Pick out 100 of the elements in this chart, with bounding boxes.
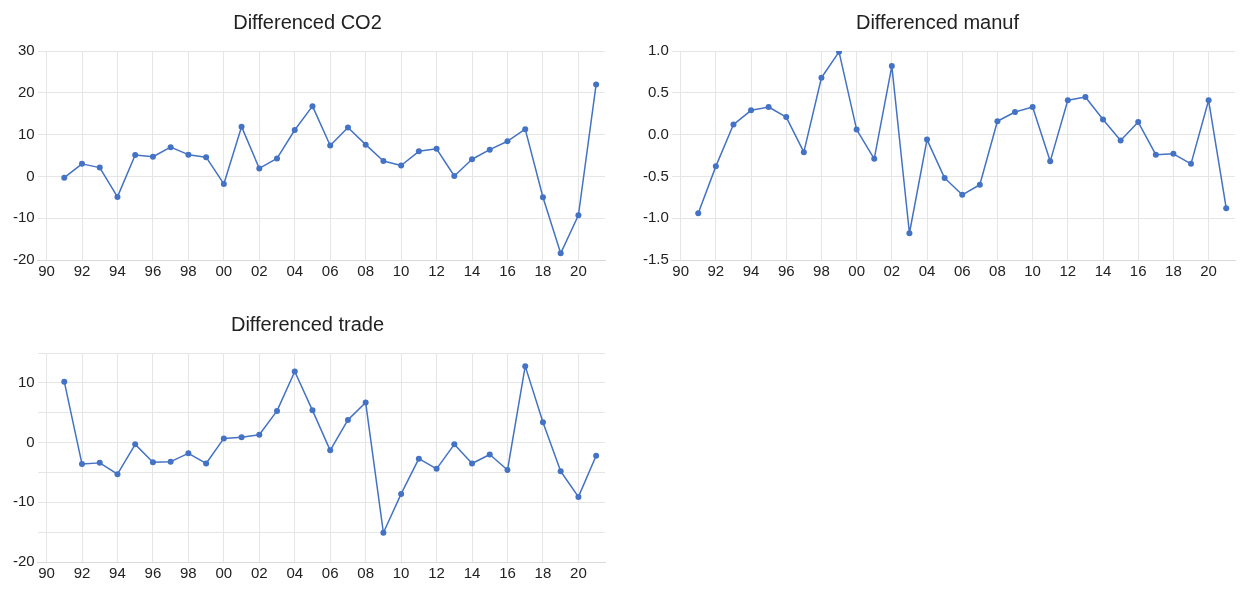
point: [1152, 151, 1159, 158]
x-tick-label: 18: [534, 262, 552, 280]
x-tick-label: 00: [848, 262, 865, 280]
y-tick-label: 30: [17, 41, 35, 59]
point: [415, 148, 422, 155]
point: [327, 142, 334, 149]
y-tick-label: -20: [12, 552, 35, 570]
point: [114, 471, 121, 478]
x-tick-label: 94: [742, 262, 760, 280]
x-tick-label: 06: [321, 262, 339, 280]
point: [344, 416, 351, 423]
point: [469, 460, 476, 467]
point: [274, 407, 281, 414]
point: [238, 434, 245, 441]
point: [976, 181, 983, 188]
point: [433, 145, 440, 152]
point: [96, 459, 103, 466]
x-tick-label: 96: [144, 564, 162, 582]
x-tick-label: 92: [707, 262, 725, 280]
point: [149, 459, 156, 466]
point: [888, 63, 895, 70]
x-tick-label: 06: [953, 262, 971, 280]
point: [96, 164, 103, 171]
point: [380, 157, 387, 164]
x-tick-label: 16: [1129, 262, 1147, 280]
point: [344, 124, 351, 131]
x-tick-label: 08: [357, 262, 375, 280]
point: [362, 141, 369, 148]
chart-title: Differenced trade: [230, 312, 385, 335]
point: [79, 160, 85, 167]
point: [451, 441, 458, 448]
x-tick-label: 92: [73, 262, 91, 280]
point: [327, 447, 334, 454]
point: [203, 460, 210, 467]
x-tick-label: 02: [250, 262, 268, 280]
y-tick-label: -20: [12, 250, 35, 268]
x-tick-label: 10: [1024, 262, 1041, 280]
y-tick-label: 10: [17, 373, 35, 390]
point: [1135, 119, 1142, 126]
point: [486, 146, 493, 153]
point: [309, 103, 316, 110]
point: [220, 180, 227, 187]
point: [522, 363, 529, 370]
point: [132, 152, 139, 159]
x-tick-label: 08: [357, 564, 375, 582]
y-tick-label: -1.5: [642, 250, 669, 268]
point: [167, 458, 174, 465]
x-tick-label: 00: [215, 262, 233, 280]
point: [451, 172, 458, 179]
point: [79, 461, 85, 468]
x-tick-label: 98: [180, 564, 197, 582]
point: [504, 138, 511, 145]
point: [557, 250, 564, 257]
y-tick-label: 10: [17, 124, 35, 142]
point: [1029, 104, 1036, 111]
x-tick-label: 12: [428, 564, 445, 582]
point: [398, 490, 405, 497]
point: [1170, 150, 1177, 157]
x-tick-label: 94: [109, 564, 126, 582]
point: [924, 136, 931, 143]
x-tick-label: 00: [215, 564, 233, 582]
point: [149, 153, 156, 160]
x-tick-label: 98: [813, 262, 830, 280]
point: [167, 144, 174, 151]
chart-title: Differenced manuf: [855, 10, 1020, 33]
point: [238, 123, 245, 130]
point: [274, 155, 281, 162]
point: [398, 162, 405, 169]
point: [433, 465, 440, 472]
point: [61, 378, 68, 385]
point: [1047, 158, 1054, 165]
point: [380, 529, 387, 536]
point: [593, 81, 600, 88]
x-tick-label: 02: [883, 262, 901, 280]
point: [1100, 116, 1107, 123]
y-tick-label: 20: [17, 82, 35, 100]
point: [486, 451, 493, 458]
y-tick-label: 0.5: [647, 82, 669, 100]
x-tick-label: 12: [1059, 262, 1077, 280]
x-tick-label: 10: [392, 564, 410, 582]
point: [765, 104, 772, 111]
y-tick-label: 0: [26, 166, 35, 184]
x-tick-label: 90: [38, 262, 55, 280]
point: [593, 452, 600, 459]
x-tick-label: 16: [499, 262, 516, 280]
point: [114, 193, 121, 200]
x-tick-label: 14: [1094, 262, 1112, 280]
y-tick-label: 0.0: [647, 124, 669, 142]
x-tick-label: 96: [777, 262, 795, 280]
x-tick-label: 18: [1165, 262, 1182, 280]
point: [539, 419, 546, 426]
point: [871, 155, 878, 162]
point: [783, 114, 790, 121]
x-tick-label: 98: [180, 262, 197, 280]
point: [291, 127, 298, 133]
y-tick-label: -1.0: [642, 208, 669, 226]
point: [712, 163, 719, 170]
x-tick-label: 04: [918, 262, 936, 280]
x-tick-label: 20: [570, 564, 587, 582]
x-tick-label: 20: [1200, 262, 1217, 280]
